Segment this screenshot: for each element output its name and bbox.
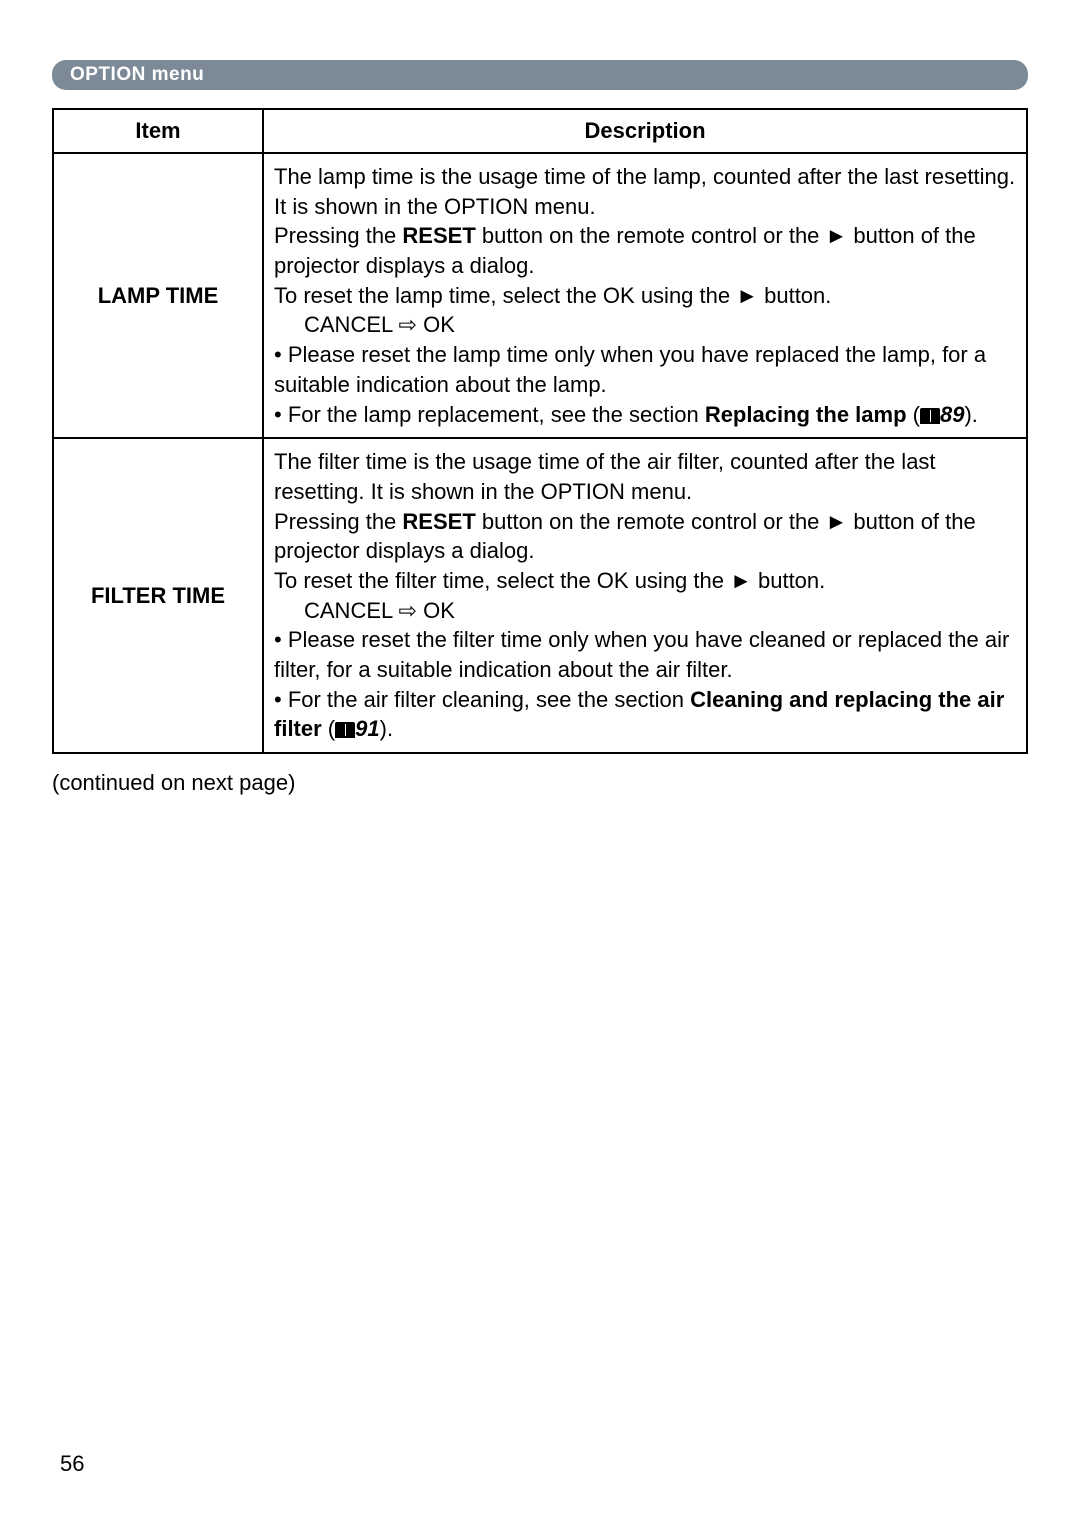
desc-cell-lamp: The lamp time is the usage time of the l… [263, 153, 1027, 438]
desc-cell-filter: The filter time is the usage time of the… [263, 438, 1027, 753]
filter-desc-note1: • Please reset the filter time only when… [274, 625, 1016, 684]
filter-desc-line2: Pressing the RESET button on the remote … [274, 507, 1016, 566]
ref-page: 89 [940, 402, 964, 427]
lamp-desc-note1: • Please reset the lamp time only when y… [274, 340, 1016, 399]
option-table: Item Description LAMP TIME The lamp time… [52, 108, 1028, 754]
book-icon [920, 408, 940, 424]
item-cell-filter: FILTER TIME [53, 438, 263, 753]
filter-desc-note2: • For the air filter cleaning, see the s… [274, 685, 1016, 744]
filter-desc-line1: The filter time is the usage time of the… [274, 447, 1016, 506]
ref-page: 91 [355, 716, 379, 741]
item-cell-lamp: LAMP TIME [53, 153, 263, 438]
lamp-desc-cancelok: CANCEL ⇨ OK [274, 310, 1016, 340]
menu-header-title: OPTION menu [70, 64, 204, 85]
continued-text: (continued on next page) [52, 770, 1028, 796]
table-row: FILTER TIME The filter time is the usage… [53, 438, 1027, 753]
text: Pressing the [274, 223, 402, 248]
table-row: LAMP TIME The lamp time is the usage tim… [53, 153, 1027, 438]
lamp-desc-line1: The lamp time is the usage time of the l… [274, 162, 1016, 221]
book-icon [335, 722, 355, 738]
ref-bold: Replacing the lamp [705, 402, 907, 427]
reset-bold: RESET [402, 509, 475, 534]
filter-desc-cancelok: CANCEL ⇨ OK [274, 596, 1016, 626]
filter-desc-line3: To reset the filter time, select the OK … [274, 566, 1016, 596]
text: • For the lamp replacement, see the sect… [274, 402, 705, 427]
reset-bold: RESET [402, 223, 475, 248]
table-header-row: Item Description [53, 109, 1027, 153]
col-item: Item [53, 109, 263, 153]
text: ( [322, 716, 335, 741]
text: ( [907, 402, 920, 427]
text: ). [964, 402, 977, 427]
text: Pressing the [274, 509, 402, 534]
text: • For the air filter cleaning, see the s… [274, 687, 690, 712]
page-number: 56 [60, 1451, 84, 1477]
lamp-desc-line2: Pressing the RESET button on the remote … [274, 221, 1016, 280]
lamp-desc-line3: To reset the lamp time, select the OK us… [274, 281, 1016, 311]
text: ). [380, 716, 393, 741]
col-description: Description [263, 109, 1027, 153]
lamp-desc-note2: • For the lamp replacement, see the sect… [274, 400, 1016, 430]
menu-header: OPTION menu [52, 60, 1028, 90]
